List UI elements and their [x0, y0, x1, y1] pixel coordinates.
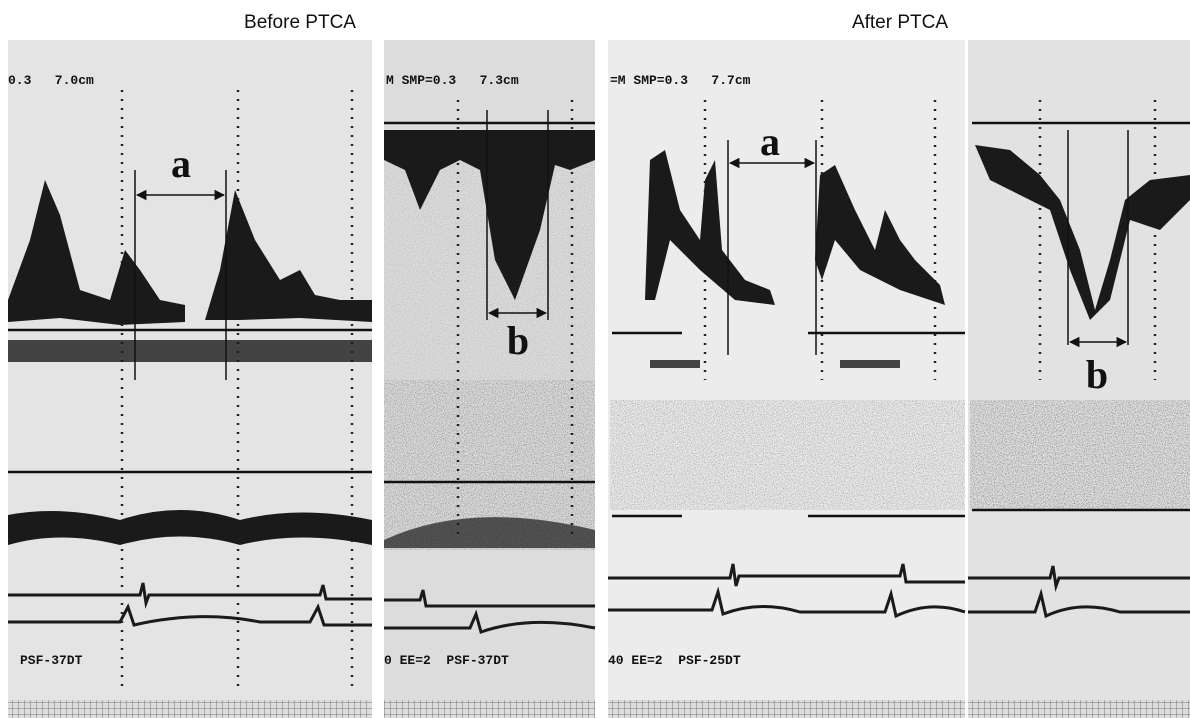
heading: After PTCA — [852, 12, 948, 33]
interval-label: a — [760, 119, 780, 164]
screen-header: 0.3 7.0cm — [8, 73, 94, 88]
panel-before-b — [384, 100, 596, 634]
screen-footer: 40 EE=2 PSF-25DT — [608, 653, 741, 668]
screen-header: M SMP=0.3 7.3cm — [386, 73, 519, 88]
screen-footer: PSF-37DT — [20, 653, 83, 668]
panel-after-a — [608, 100, 966, 619]
panel-before-a — [8, 90, 372, 690]
screen-footer: 0 EE=2 PSF-37DT — [384, 653, 509, 668]
screen-header: =M SMP=0.3 7.7cm — [610, 73, 751, 88]
interval-label: b — [1086, 352, 1108, 397]
interval-label: b — [507, 318, 529, 363]
heading: Before PTCA — [244, 12, 356, 33]
interval-label: a — [171, 141, 191, 186]
panel-after-b — [968, 100, 1190, 619]
